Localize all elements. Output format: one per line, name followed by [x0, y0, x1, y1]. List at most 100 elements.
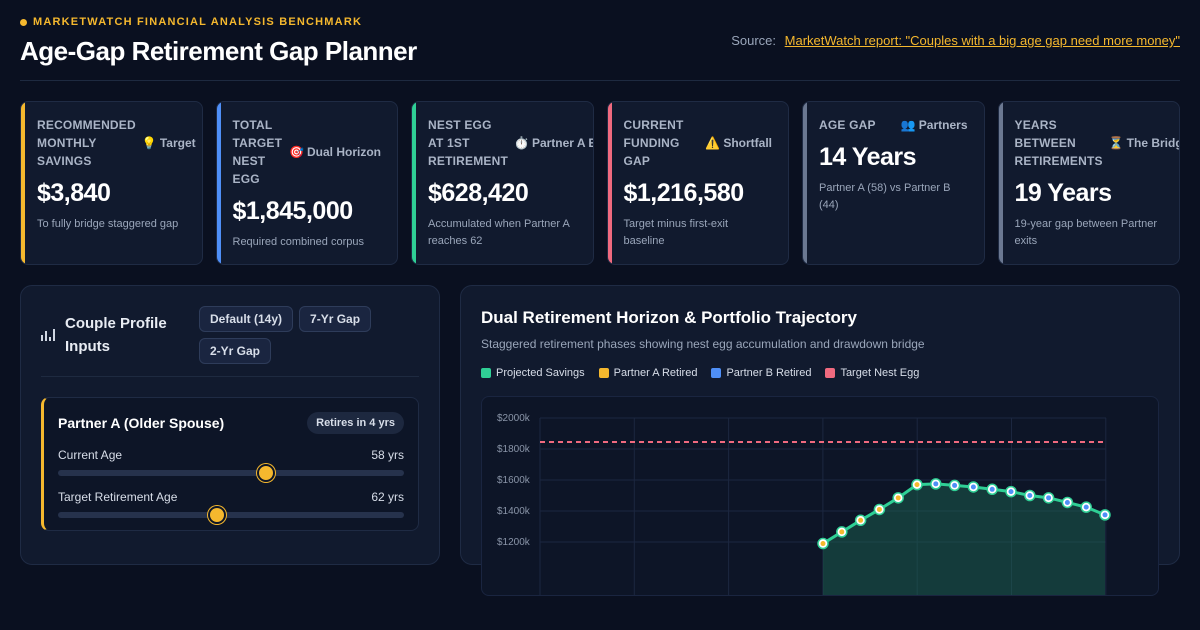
partners-icon: 👥 — [900, 118, 916, 132]
brand-label: MARKETWATCH FINANCIAL ANALYSIS BENCHMARK — [33, 16, 363, 28]
kpi-card: TOTAL TARGET NEST EGG 🎯 Dual Horizon $1,8… — [215, 101, 398, 265]
kpi-caption: Required combined corpus — [232, 236, 364, 248]
couple-profile-panel: Couple Profile Inputs Default (14y) 7-Yr… — [20, 285, 440, 565]
kpi-card: AGE GAP 👥 Partners 14 Years Partner A (58… — [802, 101, 985, 265]
kpi-tag: ⏱️Partner A Exit — [514, 134, 593, 152]
bar-chart-icon — [41, 329, 55, 341]
savings-line — [822, 482, 1106, 545]
brand-dot-icon — [20, 18, 27, 26]
savings-point-phase — [1027, 493, 1033, 498]
savings-point-phase — [1008, 489, 1014, 495]
kpi-caption: To fully bridge staggered gap — [37, 218, 179, 230]
kpi-label: NEST EGG AT 1ST RETIREMENT — [428, 118, 508, 168]
kpi-caption: Target minus first-exit baseline — [623, 218, 729, 247]
savings-point-phase — [914, 482, 920, 488]
legend-swatch — [825, 368, 836, 378]
kpi-tag: 💡 Target — [142, 134, 196, 152]
legend-swatch — [481, 368, 491, 378]
brand-line: MARKETWATCH FINANCIAL ANALYSIS BENCHMARK — [20, 16, 1180, 28]
savings-point-phase — [839, 529, 845, 535]
kpi-card: RECOMMENDED MONTHLY SAVINGS 💡 Target $3,8… — [20, 101, 203, 265]
source-line: Source: MarketWatch report: "Couples wit… — [731, 33, 1180, 48]
trajectory-chart: $2000k $1800k $1600k $1400k $1200k — [497, 413, 1111, 595]
retire-age-row: Target Retirement Age 62 yrs — [58, 490, 404, 504]
y-tick-label: $1600k — [497, 475, 531, 486]
kpi-tag: 👥 Partners — [901, 116, 968, 134]
source-label: Source: — [731, 33, 777, 48]
kpi-tag: ⚠️ Shortfall — [705, 134, 772, 152]
panel-title-text: Couple Profile Inputs — [65, 315, 167, 355]
current-age-slider-thumb[interactable] — [256, 464, 275, 482]
kpi-tag-text: Target — [159, 136, 196, 150]
panel-title: Couple Profile Inputs — [41, 312, 199, 358]
retire-age-slider-thumb[interactable] — [208, 506, 227, 524]
preset-2yr-button[interactable]: 2-Yr Gap — [199, 338, 272, 364]
savings-point-phase — [895, 495, 901, 501]
kpi-label: RECOMMENDED MONTHLY SAVINGS — [37, 118, 136, 168]
retire-age-slider[interactable] — [58, 506, 404, 524]
target-icon: 🎯 — [289, 145, 304, 159]
savings-point-phase — [876, 506, 882, 512]
chart-legend: Projected Savings Partner A Retired Partne… — [481, 367, 1159, 379]
panel-header: Couple Profile Inputs Default (14y) 7-Yr… — [41, 306, 419, 377]
kpi-value: $1,845,000 — [232, 197, 354, 225]
savings-point-phase — [952, 482, 958, 488]
kpi-label: YEARS BETWEEN RETIREMENTS — [1014, 118, 1103, 168]
current-age-label: Current Age — [58, 448, 123, 462]
kpi-card: YEARS BETWEEN RETIREMENTS ⏳The Bridge 19… — [997, 101, 1180, 265]
savings-point-phase — [820, 541, 826, 547]
kpi-tag-text: Dual Horizon — [307, 145, 381, 159]
preset-default-button[interactable]: Default (14y) — [199, 306, 294, 332]
legend-label: Partner B Retired — [726, 367, 812, 379]
trajectory-panel: Dual Retirement Horizon & Portfolio Traj… — [460, 285, 1180, 596]
legend-item: Target Nest Egg — [825, 367, 919, 379]
kpi-tag-text: Partners — [918, 118, 968, 132]
kpi-caption: Accumulated when Partner A reaches 62 — [428, 218, 570, 247]
stopwatch-icon: ⏱️ — [514, 136, 529, 150]
legend-item: Partner A Retired — [598, 367, 698, 379]
savings-point-phase — [1064, 499, 1070, 505]
preset-group: Default (14y) 7-Yr Gap 2-Yr Gap — [199, 306, 389, 364]
kpi-card: CURRENT FUNDING GAP ⚠️ Shortfall $1,216,5… — [606, 101, 789, 265]
page-header: MARKETWATCH FINANCIAL ANALYSIS BENCHMARK… — [20, 16, 1180, 81]
legend-item: Partner B Retired — [711, 367, 811, 379]
partner-a-name: Partner A (Older Spouse) — [58, 415, 225, 431]
kpi-tag-text: Shortfall — [723, 136, 772, 150]
kpi-tag: 🎯 Dual Horizon — [289, 143, 381, 161]
legend-label: Target Nest Egg — [840, 367, 920, 379]
savings-point-phase — [989, 486, 995, 492]
kpi-label: AGE GAP — [819, 118, 876, 132]
legend-label: Projected Savings — [496, 367, 585, 379]
kpi-cards: RECOMMENDED MONTHLY SAVINGS 💡 Target $3,8… — [20, 101, 1180, 265]
source-link[interactable]: MarketWatch report: "Couples with a big … — [784, 33, 1180, 48]
legend-label: Partner A Retired — [613, 367, 698, 379]
current-age-slider[interactable] — [58, 464, 404, 482]
retire-age-label: Target Retirement Age — [58, 490, 178, 504]
kpi-caption: Partner A (58) vs Partner B (44) — [819, 182, 951, 211]
kpi-caption: 19-year gap between Partner exits — [1014, 218, 1157, 247]
kpi-value: $3,840 — [37, 179, 111, 207]
kpi-label: TOTAL TARGET NEST EGG — [232, 118, 283, 186]
legend-swatch — [598, 368, 609, 378]
kpi-value: 14 Years — [819, 143, 917, 171]
kpi-value: 19 Years — [1014, 179, 1113, 207]
y-tick-label: $2000k — [497, 413, 531, 424]
y-tick-label: $1800k — [497, 444, 531, 455]
savings-area — [823, 483, 1105, 595]
preset-7yr-button[interactable]: 7-Yr Gap — [299, 306, 372, 332]
savings-point-phase — [1046, 495, 1052, 501]
current-age-row: Current Age 58 yrs — [58, 448, 404, 462]
savings-point-phase — [858, 517, 864, 523]
chart-area: $2000k $1800k $1600k $1400k $1200k — [481, 396, 1159, 596]
kpi-tag: ⏳The Bridge — [1108, 134, 1179, 152]
hourglass-icon: ⏳ — [1108, 136, 1124, 150]
legend-item: Projected Savings — [481, 367, 585, 379]
lightbulb-icon: 💡 — [141, 136, 157, 150]
retire-countdown-badge: Retires in 4 yrs — [307, 412, 404, 434]
partner-a-card: Partner A (Older Spouse) Retires in 4 yr… — [41, 397, 419, 531]
kpi-card: NEST EGG AT 1ST RETIREMENT ⏱️Partner A E… — [411, 101, 594, 265]
page-title: Age-Gap Retirement Gap Planner — [20, 36, 417, 66]
kpi-label: CURRENT FUNDING GAP — [623, 118, 684, 168]
chart-subtitle: Staggered retirement phases showing nest… — [481, 337, 925, 351]
savings-point-phase — [1083, 504, 1089, 510]
